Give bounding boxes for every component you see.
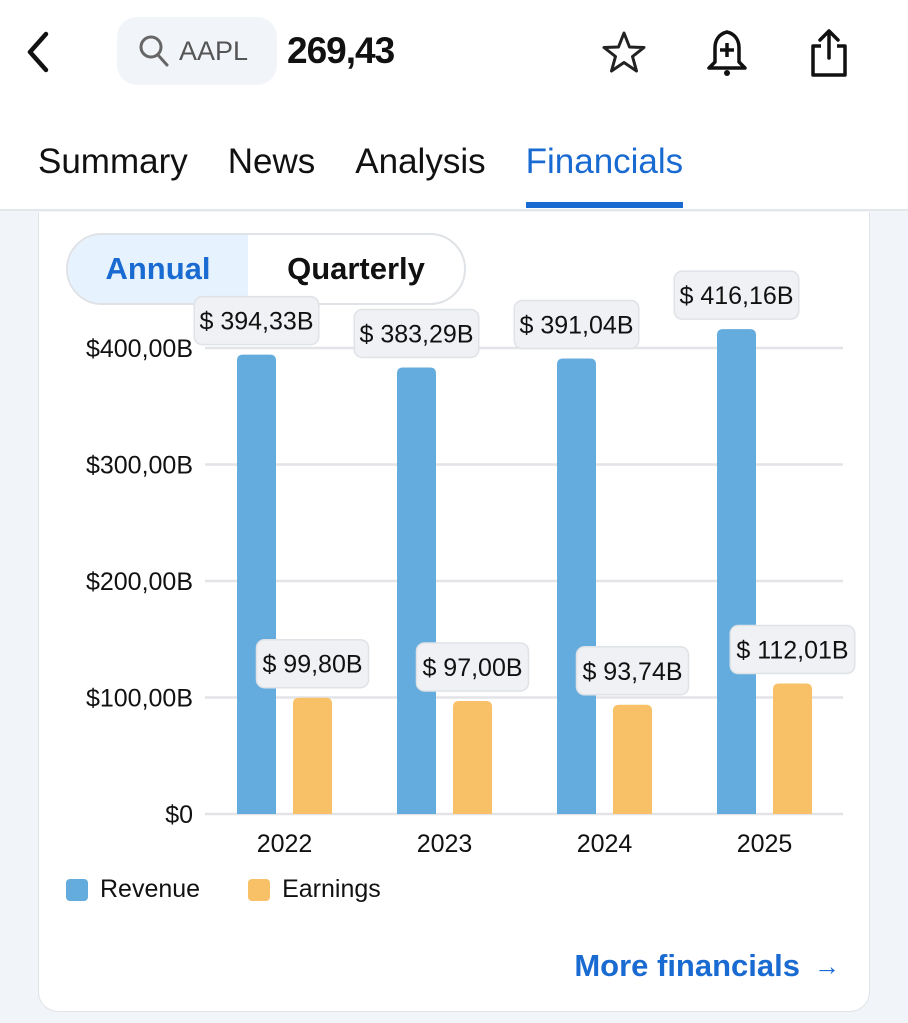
tab-news[interactable]: News bbox=[227, 142, 316, 181]
y-tick-label: $100,00B bbox=[86, 685, 193, 713]
data-label-box bbox=[729, 624, 856, 675]
data-label: $ 97,00B bbox=[422, 654, 522, 682]
bar-earnings bbox=[773, 683, 812, 814]
tab-bar: Summary News Analysis Financials bbox=[38, 142, 684, 208]
data-label-box bbox=[255, 638, 370, 689]
bar-earnings bbox=[453, 700, 492, 814]
bar-revenue bbox=[397, 367, 436, 814]
stock-price: 269,43 bbox=[287, 30, 395, 71]
back-icon[interactable] bbox=[20, 28, 60, 76]
data-label-box bbox=[513, 299, 640, 350]
data-label: $ 416,16B bbox=[680, 282, 794, 310]
data-label: $ 93,74B bbox=[582, 658, 682, 686]
x-tick-label: 2022 bbox=[257, 830, 313, 858]
data-label: $ 99,80B bbox=[262, 651, 362, 679]
y-tick-label: $400,00B bbox=[86, 335, 193, 363]
search-box[interactable]: AAPL bbox=[117, 17, 277, 85]
more-financials-label: More financials bbox=[574, 948, 800, 983]
tab-summary[interactable]: Summary bbox=[38, 142, 188, 181]
data-label-box bbox=[415, 642, 530, 692]
y-tick-label: $300,00B bbox=[86, 452, 193, 480]
legend-swatch-earnings bbox=[248, 878, 271, 901]
legend-swatch-revenue bbox=[66, 878, 88, 901]
y-tick-label: $200,00B bbox=[86, 568, 193, 596]
tab-analysis[interactable]: Analysis bbox=[355, 142, 486, 181]
bar-revenue bbox=[557, 358, 596, 814]
star-icon[interactable] bbox=[600, 28, 648, 78]
more-financials-link[interactable]: More financials → bbox=[574, 948, 840, 984]
period-toggle: Annual Quarterly bbox=[66, 233, 466, 305]
legend-label: Earnings bbox=[282, 875, 381, 903]
legend-label: Revenue bbox=[100, 875, 201, 903]
bar-earnings bbox=[613, 704, 652, 814]
annual-toggle[interactable]: Annual bbox=[68, 235, 248, 303]
x-tick-label: 2024 bbox=[577, 830, 633, 858]
chart-legend: Revenue Earnings bbox=[66, 875, 381, 904]
data-label: $ 391,04B bbox=[520, 311, 634, 339]
data-label: $ 112,01B bbox=[736, 637, 848, 665]
share-icon[interactable] bbox=[805, 28, 853, 78]
ticker-label: AAPL bbox=[179, 35, 249, 66]
arrow-right-icon: → bbox=[814, 950, 840, 981]
bar-earnings bbox=[293, 697, 332, 814]
bell-plus-icon[interactable] bbox=[703, 28, 751, 78]
search-icon bbox=[139, 35, 169, 67]
data-label-box bbox=[353, 308, 480, 359]
top-bar: AAPL 269,43 Summary News Analysis Financ… bbox=[0, 0, 908, 211]
data-label-box bbox=[673, 270, 800, 320]
bar-revenue bbox=[717, 329, 756, 814]
legend-earnings: Earnings bbox=[248, 875, 381, 904]
legend-revenue: Revenue bbox=[66, 875, 200, 904]
y-tick-label: $0 bbox=[165, 801, 193, 829]
tab-financials[interactable]: Financials bbox=[525, 142, 684, 208]
data-label-box bbox=[193, 295, 320, 346]
data-label: $ 383,29B bbox=[360, 320, 474, 348]
x-tick-label: 2023 bbox=[417, 830, 473, 858]
quarterly-toggle[interactable]: Quarterly bbox=[287, 251, 425, 286]
data-label-box bbox=[575, 646, 690, 696]
data-label: $ 394,33B bbox=[200, 308, 314, 336]
x-tick-label: 2025 bbox=[737, 830, 793, 858]
bar-revenue bbox=[237, 354, 276, 814]
